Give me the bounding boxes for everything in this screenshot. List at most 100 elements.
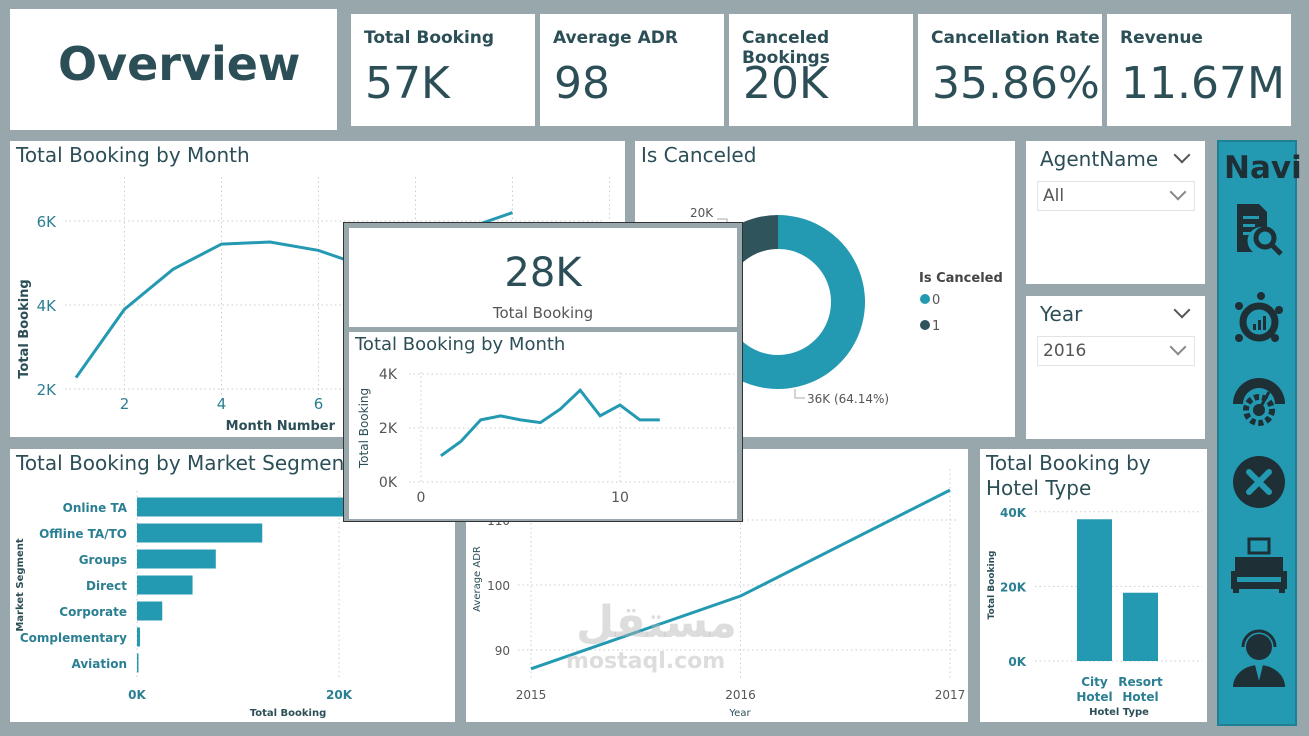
dropdown-value: All <box>1043 186 1065 206</box>
y-tick-label: 90 <box>495 644 510 658</box>
dropdown-value: 2016 <box>1043 341 1087 361</box>
y-axis-label: Total Booking <box>987 551 997 620</box>
performance-gauge-icon[interactable] <box>1229 370 1289 430</box>
watermark-latin: mostaql.com <box>566 649 726 674</box>
chevron-down-icon[interactable] <box>1173 301 1191 319</box>
booking-by-hotel-chart[interactable]: Total Booking by Hotel Type 0K 20K 40K City… <box>980 449 1207 722</box>
report-search-icon[interactable] <box>1229 200 1289 260</box>
x-tick-label: 4 <box>217 395 227 413</box>
y-tick-label: 4K <box>37 297 58 315</box>
category-label: Online TA <box>63 501 128 515</box>
x-tick-label: 2017 <box>935 688 966 702</box>
year-slicer: Year 2016 <box>1026 296 1205 439</box>
category-label: Corporate <box>59 605 127 619</box>
kpi-value: 35.86% <box>932 58 1100 109</box>
legend-label: 1 <box>932 319 940 334</box>
tooltip-kpi-card: 28K Total Booking <box>349 228 737 327</box>
chart-title: Total Booking by Month <box>16 143 250 167</box>
leader-line <box>794 389 805 399</box>
x-tick-label: 0 <box>417 490 426 506</box>
y-tick-label: 0K <box>379 475 398 491</box>
kpi-value: 11.67M <box>1121 58 1285 109</box>
chevron-down-icon <box>1169 338 1187 356</box>
y-tick-label: 40K <box>1000 506 1027 520</box>
slicer-title: AgentName <box>1040 147 1159 171</box>
data-label: 20K <box>690 206 714 220</box>
kpi-canceled-bookings: Canceled Bookings 20K <box>729 14 913 126</box>
y-axis-label: Average ADR <box>472 546 483 612</box>
series-line <box>440 387 660 458</box>
bar-groups <box>137 549 216 569</box>
cancel-icon[interactable] <box>1229 452 1289 512</box>
bar-direct <box>137 575 193 595</box>
kpi-revenue: Revenue 11.67M <box>1107 14 1291 126</box>
data-label: 36K (64.14%) <box>807 392 889 406</box>
segment-chart-svg: 0K 20K Online TA Offline TA/TO Groups Direct C… <box>15 491 410 719</box>
y-tick-label: 0K <box>1008 655 1026 669</box>
x-tick-label: 2 <box>120 395 130 413</box>
tooltip-month-chart: Total Booking by Month 0 10 0K 2K 4K Total Bo… <box>349 332 737 519</box>
category-label: Aviation <box>71 657 127 671</box>
kpi-label: Revenue <box>1120 28 1203 48</box>
bar-corporate <box>137 601 163 621</box>
x-tick-label: 2016 <box>725 688 756 702</box>
kpi-value: 98 <box>554 58 610 109</box>
chart-title: Total Booking by Month <box>355 334 566 355</box>
x-axis-label: Month Number <box>226 419 336 434</box>
kpi-label: Cancellation Rate <box>931 28 1100 48</box>
y-axis-label: Market Segment <box>15 538 26 632</box>
chart-title: Total Booking by Market Segment <box>16 451 353 475</box>
legend-label: 0 <box>932 293 940 308</box>
tooltip-popup: 28K Total Booking Total Booking by Month… <box>343 222 743 522</box>
adr-chart-svg: 20152016201790100110YearAverage ADR <box>472 469 966 719</box>
x-tick-label: 10 <box>611 490 629 506</box>
tooltip-value: 28K <box>504 250 582 296</box>
kpi-value: 20K <box>743 58 828 109</box>
y-tick-label: 6K <box>37 213 58 231</box>
category-label: Hotel <box>1122 690 1158 704</box>
legend-title: Is Canceled <box>919 271 1003 286</box>
support-agent-icon[interactable] <box>1229 627 1289 687</box>
x-axis-label: Total Booking <box>250 708 327 719</box>
kpi-average-adr: Average ADR 98 <box>540 14 724 126</box>
x-tick-label: 0K <box>128 688 146 702</box>
page-title: Overview <box>58 37 301 91</box>
y-tick-label: 20K <box>1000 580 1027 594</box>
kpi-cancellation-rate: Cancellation Rate 35.86% <box>918 14 1102 126</box>
tooltip-label: Total Booking <box>492 304 594 322</box>
kpi-value: 57K <box>365 58 450 109</box>
bar-aviation <box>137 653 139 673</box>
x-tick-label: 2015 <box>516 688 547 702</box>
category-label: Offline TA/TO <box>39 527 127 541</box>
y-tick-label: 2K <box>379 421 398 437</box>
watermark-arabic: مستقل <box>576 597 737 648</box>
legend-marker <box>920 294 930 304</box>
bar-offline-ta-to <box>137 523 263 543</box>
hotel-room-icon[interactable] <box>1229 537 1289 597</box>
x-tick-label: 20K <box>326 688 353 702</box>
y-axis-label: Total Booking <box>357 388 371 469</box>
x-tick-label: 6 <box>314 395 324 413</box>
year-dropdown[interactable]: 2016 <box>1037 336 1195 366</box>
category-label: Hotel <box>1076 690 1112 704</box>
kpi-total-booking: Total Booking 57K <box>351 14 535 126</box>
agent-slicer: AgentName All <box>1026 141 1205 284</box>
donut-slice-0 <box>709 215 865 389</box>
navigation-panel: Navi <box>1217 140 1302 726</box>
series-line <box>530 488 951 671</box>
chevron-down-icon <box>1169 183 1187 201</box>
chart-title: Is Canceled <box>641 143 757 167</box>
customer-analytics-icon[interactable] <box>1229 290 1289 350</box>
category-label: Groups <box>79 553 127 567</box>
agent-dropdown[interactable]: All <box>1037 181 1195 211</box>
tooltip-chart-svg: 0 10 0K 2K 4K Total Booking <box>357 367 734 506</box>
y-tick-label: 2K <box>37 381 58 399</box>
chart-title: Total Booking by Hotel Type <box>986 451 1151 500</box>
x-axis-label: Year <box>728 708 751 719</box>
bar-city-hotel <box>1077 519 1112 661</box>
category-label: Complementary <box>20 631 127 645</box>
category-label: Direct <box>86 579 127 593</box>
chevron-down-icon[interactable] <box>1173 146 1191 164</box>
category-label: City <box>1081 675 1108 689</box>
